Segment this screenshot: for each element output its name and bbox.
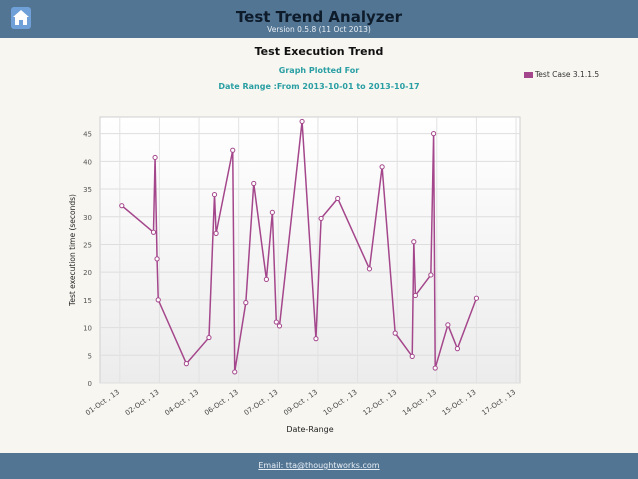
x-tick-label: 09-Oct , 13 <box>282 388 319 417</box>
app-title: Test Trend Analyzer <box>235 8 403 26</box>
footer-email-link[interactable]: Email: tta@thoughtworks.com <box>258 461 380 470</box>
chart-title: Test Execution Trend <box>254 45 384 58</box>
data-point <box>299 118 305 125</box>
y-tick-label: 45 <box>83 131 92 139</box>
x-tick-label: 10-Oct , 13 <box>322 388 359 417</box>
data-point <box>152 154 158 161</box>
chart-date-range: Date Range :From 2013-10-01 to 2013-10-1… <box>218 82 420 91</box>
data-point <box>412 292 418 299</box>
data-point <box>366 266 373 272</box>
app-header: Test Trend Analyzer Version 0.5.8 (11 Oc… <box>0 0 638 38</box>
data-point <box>213 230 219 236</box>
home-icon[interactable] <box>10 6 32 30</box>
data-point <box>432 365 438 371</box>
data-point <box>273 319 279 325</box>
x-tick-label: 12-Oct , 13 <box>362 388 399 417</box>
data-point <box>154 256 160 262</box>
y-tick-label: 25 <box>83 241 92 249</box>
data-point <box>411 239 417 245</box>
data-point <box>392 330 398 336</box>
x-tick-label: 14-Oct , 13 <box>401 388 438 417</box>
y-axis-label: Test execution time (seconds) <box>68 194 77 307</box>
data-point <box>269 209 275 215</box>
y-tick-label: 10 <box>83 325 92 333</box>
y-tick-label: 0 <box>88 380 92 388</box>
x-axis-label: Date-Range <box>286 425 333 434</box>
x-tick-label: 02-Oct , 13 <box>124 388 161 417</box>
data-point <box>251 180 257 187</box>
data-point <box>335 195 341 202</box>
data-point <box>206 334 212 341</box>
legend-label: Test Case 3.1.1.5 <box>535 70 600 79</box>
x-tick-label: 06-Oct , 13 <box>203 388 240 417</box>
data-point <box>150 229 157 235</box>
data-point <box>431 131 437 137</box>
app-footer: Email: tta@thoughtworks.com <box>0 453 638 479</box>
y-tick-label: 5 <box>88 352 92 360</box>
y-tick-label: 15 <box>83 297 92 305</box>
data-point <box>445 322 451 328</box>
x-tick-label: 07-Oct , 13 <box>243 388 280 417</box>
data-point <box>454 346 460 352</box>
data-point <box>409 353 415 359</box>
data-point <box>232 369 238 375</box>
data-point <box>211 191 218 198</box>
data-point <box>183 361 189 367</box>
app-version: Version 0.5.8 (11 Oct 2013) <box>267 25 371 34</box>
y-tick-label: 30 <box>83 214 92 222</box>
data-point <box>119 203 125 209</box>
data-point <box>230 147 236 153</box>
chart-subtitle: Graph Plotted For <box>278 66 360 75</box>
x-tick-label: 15-Oct , 13 <box>441 388 478 417</box>
data-point <box>276 323 283 329</box>
trend-chart: 0 5 10 15 20 25 30 35 40 45 01-Oct , 13 02-Oct , 13… <box>68 116 521 434</box>
data-point <box>263 276 270 282</box>
y-tick-label: 20 <box>83 269 92 277</box>
data-point <box>473 295 480 301</box>
data-point <box>318 215 324 222</box>
data-point <box>428 272 434 278</box>
x-tick-label: 17-Oct , 13 <box>480 388 517 417</box>
data-point <box>243 300 249 306</box>
y-tick-label: 35 <box>83 186 92 194</box>
data-point <box>313 336 319 342</box>
x-tick-label: 04-Oct , 13 <box>163 388 200 417</box>
data-point <box>379 164 385 170</box>
y-tick-label: 40 <box>83 158 92 166</box>
legend-swatch <box>524 71 533 78</box>
x-tick-label: 01-Oct , 13 <box>84 388 121 417</box>
data-point <box>155 297 161 303</box>
chart-legend[interactable]: Test Case 3.1.1.5 <box>524 70 599 79</box>
